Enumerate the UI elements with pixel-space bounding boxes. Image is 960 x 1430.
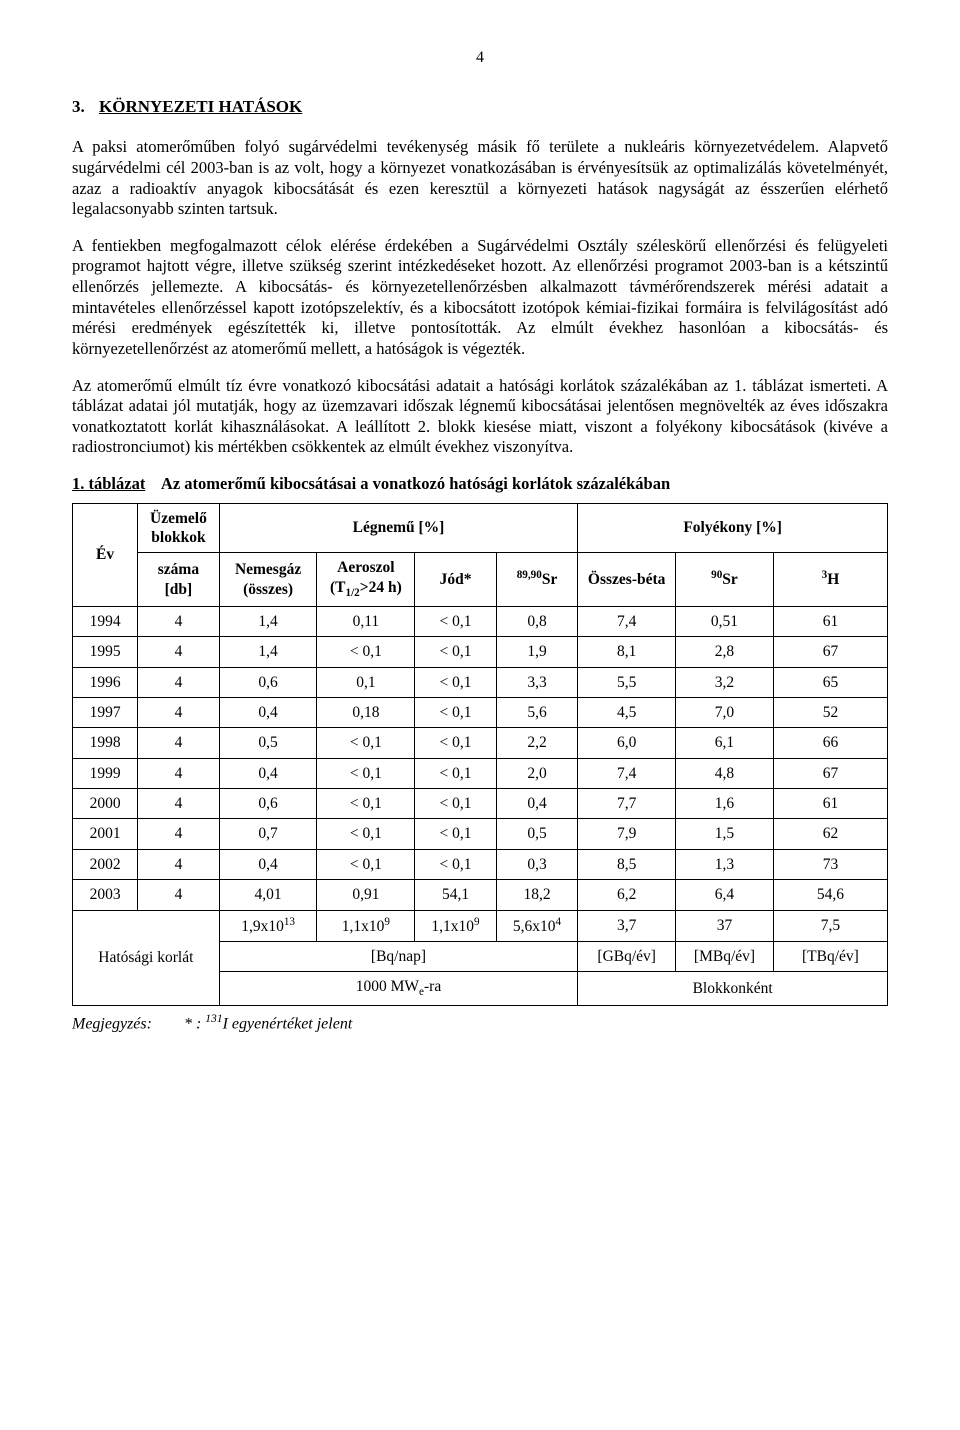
limit-c2: 1,1x109: [317, 910, 415, 942]
table-title: 1. táblázat Az atomerőmű kibocsátásai a …: [72, 474, 888, 495]
table-row: 199441,40,11< 0,10,87,40,5161: [73, 606, 888, 636]
limit-label: Hatósági korlát: [73, 910, 220, 1006]
heading-title: KÖRNYEZETI HATÁSOK: [99, 97, 302, 116]
table-row: 200240,4< 0,1< 0,10,38,51,373: [73, 849, 888, 879]
table-row: 200140,7< 0,1< 0,10,57,91,562: [73, 819, 888, 849]
footnote: Megjegyzés: * : 131I egyenértéket jelent: [72, 1012, 888, 1034]
th-sr90-post: Sr: [722, 571, 738, 588]
th-sr90-pre: 90: [711, 569, 722, 581]
th-aeroszol-c: >24 h): [360, 579, 402, 596]
blokk-cell: Blokkonként: [578, 972, 888, 1006]
th-sr8990-post: Sr: [542, 571, 558, 588]
th-aeroszol: Aeroszol (T1/2>24 h): [317, 553, 415, 606]
page-number: 4: [72, 48, 888, 68]
table-row: 199640,60,1< 0,13,35,53,265: [73, 667, 888, 697]
th-osszesbeta: Összes-béta: [578, 553, 676, 606]
th-aeroszol-half: 1/2: [346, 587, 360, 599]
paragraph-3: Az atomerőmű elmúlt tíz évre vonatkozó k…: [72, 376, 888, 459]
th-jod: Jód*: [415, 553, 497, 606]
table-number: 1. táblázat: [72, 474, 145, 493]
footnote-text-c: I egyenértéket jelent: [223, 1016, 353, 1033]
th-h3: 3H: [773, 553, 887, 606]
section-heading: 3. KÖRNYEZETI HATÁSOK: [72, 96, 888, 117]
unit-tbq: [TBq/év]: [773, 942, 887, 972]
footnote-text-a: * :: [184, 1016, 205, 1033]
th-h3-post: H: [827, 571, 839, 588]
limit-c7: 7,5: [773, 910, 887, 942]
limit-c4: 5,6x104: [496, 910, 578, 942]
table-row: 200040,6< 0,1< 0,10,47,71,661: [73, 789, 888, 819]
th-legnemu: Légnemű [%]: [219, 503, 578, 553]
limit-c3: 1,1x109: [415, 910, 497, 942]
th-sr90: 90Sr: [676, 553, 774, 606]
footnote-text-b: 131: [205, 1013, 222, 1025]
footnote-label: Megjegyzés:: [72, 1016, 152, 1033]
th-nemesgaz: Nemesgáz (összes): [219, 553, 317, 606]
limit-row-values: Hatósági korlát 1,9x1013 1,1x109 1,1x109…: [73, 910, 888, 942]
table-row: 199541,4< 0,1< 0,11,98,12,867: [73, 637, 888, 667]
table-row: 199940,4< 0,1< 0,12,07,44,867: [73, 758, 888, 788]
header-row-1: Év Üzemelő blokkok Légnemű [%] Folyékony…: [73, 503, 888, 553]
mwe-cell: 1000 MWe-ra: [219, 972, 578, 1006]
th-sr8990: 89,90Sr: [496, 553, 578, 606]
paragraph-1: A paksi atomerőműben folyó sugárvédelmi …: [72, 137, 888, 220]
unit-gbq: [GBq/év]: [578, 942, 676, 972]
th-szama: száma [db]: [138, 553, 220, 606]
th-sr8990-pre: 89,90: [517, 569, 542, 581]
table-caption: Az atomerőmű kibocsátásai a vonatkozó ha…: [161, 474, 670, 493]
th-ev: Év: [73, 503, 138, 606]
limit-c5: 3,7: [578, 910, 676, 942]
table-body: 199441,40,11< 0,10,87,40,5161 199541,4< …: [73, 606, 888, 1006]
table-row: 199840,5< 0,1< 0,12,26,06,166: [73, 728, 888, 758]
paragraph-2: A fentiekben megfogalmazott célok elérés…: [72, 236, 888, 360]
th-uzemelo: Üzemelő blokkok: [138, 503, 220, 553]
th-aeroszol-a: Aeroszol: [337, 559, 394, 576]
unit-mbq: [MBq/év]: [676, 942, 774, 972]
th-folyekony: Folyékony [%]: [578, 503, 888, 553]
limit-c6: 37: [676, 910, 774, 942]
table-row: 200344,010,9154,118,26,26,454,6: [73, 880, 888, 910]
th-aeroszol-b: (T: [330, 579, 346, 596]
table-row: 199740,40,18< 0,15,64,57,052: [73, 697, 888, 727]
unit-bqnap: [Bq/nap]: [219, 942, 578, 972]
emissions-table: Év Üzemelő blokkok Légnemű [%] Folyékony…: [72, 503, 888, 1007]
limit-c1: 1,9x1013: [219, 910, 317, 942]
header-row-2: száma [db] Nemesgáz (összes) Aeroszol (T…: [73, 553, 888, 606]
heading-number: 3.: [72, 97, 85, 116]
